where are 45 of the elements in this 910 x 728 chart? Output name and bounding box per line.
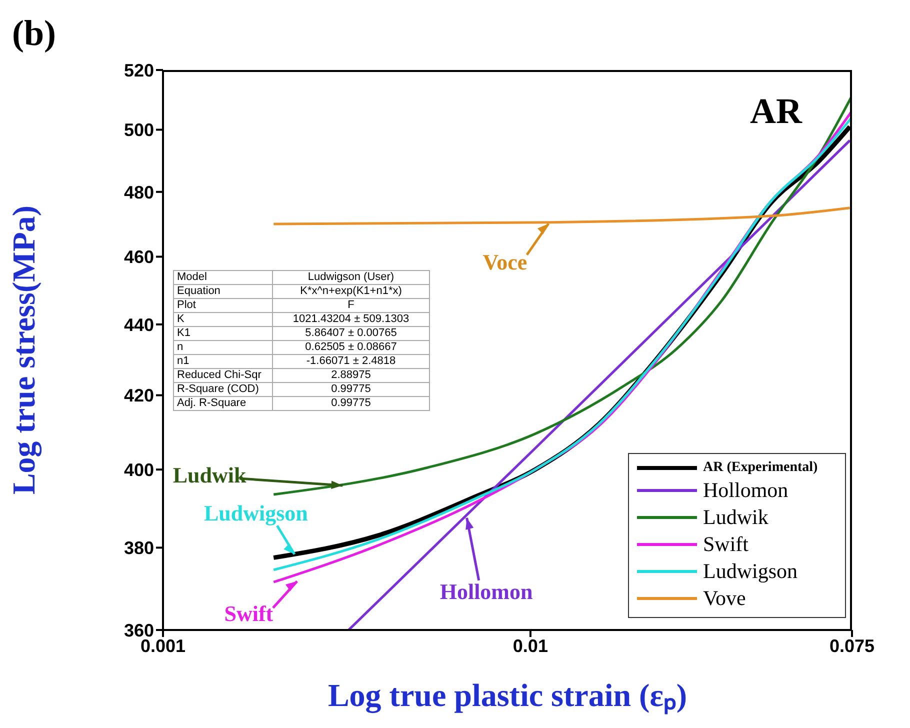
y-tick-label: 500: [124, 120, 154, 140]
text: AR: [750, 90, 802, 132]
x-tick-label: 0.075: [829, 636, 875, 656]
annotation: Ludwigson (User): [272, 270, 430, 284]
annotation: Model: [174, 270, 272, 284]
annotation: Swift: [224, 601, 274, 626]
y-tick-label: 460: [124, 247, 154, 268]
annotation: 0.99775: [272, 396, 430, 410]
y-tick-label: 440: [124, 314, 154, 335]
annotation: R-Square (COD): [174, 382, 272, 396]
legend-label: Swift: [703, 532, 749, 557]
legend-label: Vove: [703, 586, 746, 611]
annotation: K: [174, 312, 272, 326]
annotation: Adj. R-Square: [174, 396, 272, 410]
annotation: Ludwigson: [204, 500, 308, 526]
annotation: n1: [174, 354, 272, 368]
annotation: 0.62505 ± 0.08667: [272, 340, 430, 354]
y-tick-label: 380: [124, 538, 154, 558]
annotation: K*x^n+exp(K1+n1*x): [272, 284, 430, 298]
annotation: Hollomon: [440, 578, 533, 604]
annotation: Reduced Chi-Sqr: [174, 368, 272, 382]
legend-label: AR (Experimental): [703, 460, 818, 476]
annotation: 0.99775: [272, 382, 430, 396]
x-tick-label: 0.01: [512, 636, 548, 656]
annotation: 5.86407 ± 0.00765: [272, 326, 430, 340]
y-tick-label: 420: [124, 386, 154, 406]
y-tick-label: 400: [124, 460, 154, 480]
annotation: Equation: [174, 284, 272, 298]
annotation: n: [174, 340, 272, 354]
annotation: -1.66071 ± 2.4818: [272, 354, 430, 368]
x-axis-title: Log true plastic strain (εₚ): [328, 677, 688, 715]
annotation: F: [272, 298, 430, 312]
chart-title: (b): [12, 12, 56, 54]
legend-label: Ludwigson: [703, 559, 798, 584]
y-tick-label: 520: [124, 60, 154, 80]
annotation: Ludwik: [172, 462, 248, 488]
annotation: 1021.43204 ± 509.1303: [272, 312, 430, 326]
annotation: Voce: [482, 249, 528, 274]
legend-label: Ludwik: [703, 505, 768, 530]
annotation: Plot: [174, 298, 272, 312]
legend-label: Hollomon: [703, 478, 788, 503]
annotation: K1: [174, 326, 272, 340]
y-axis-title: Log true stress(MPa): [5, 205, 42, 495]
annotation: 2.88975: [272, 368, 430, 382]
y-tick-label: 480: [124, 182, 154, 202]
